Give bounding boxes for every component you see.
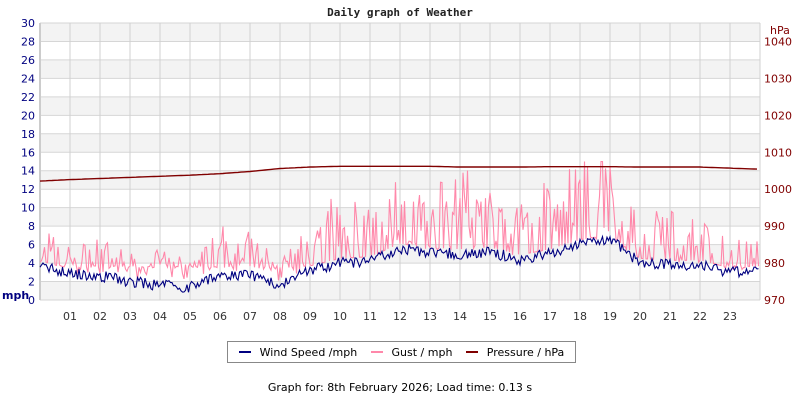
svg-text:1040: 1040 [764, 35, 792, 48]
svg-text:18: 18 [21, 128, 35, 141]
chart-plot: 0246810121416182022242628309709809901000… [2, 17, 792, 323]
svg-text:1030: 1030 [764, 72, 792, 85]
svg-text:16: 16 [21, 146, 35, 159]
svg-text:mph: mph [2, 289, 29, 302]
graph-footer: Graph for: 8th February 2026; Load time:… [267, 381, 533, 394]
svg-text:970: 970 [764, 294, 785, 307]
gust-swatch-icon [370, 351, 383, 353]
svg-text:18: 18 [573, 310, 587, 323]
svg-text:6: 6 [28, 239, 35, 252]
svg-text:990: 990 [764, 220, 785, 233]
svg-text:17: 17 [543, 310, 557, 323]
svg-text:10: 10 [21, 202, 35, 215]
pressure-swatch-icon [465, 351, 478, 353]
legend-label: Wind Speed /mph [259, 345, 358, 359]
pressure-series [39, 165, 758, 182]
svg-text:04: 04 [153, 310, 167, 323]
svg-text:22: 22 [21, 91, 35, 104]
svg-text:26: 26 [21, 54, 35, 67]
svg-text:0: 0 [28, 294, 35, 307]
svg-text:07: 07 [243, 310, 257, 323]
chart-title: Daily graph of Weather [327, 6, 473, 19]
legend-item-wind-speed: Wind Speed /mph [238, 345, 358, 359]
svg-text:03: 03 [123, 310, 137, 323]
svg-text:14: 14 [21, 165, 35, 178]
svg-text:hPa: hPa [770, 24, 790, 37]
svg-text:28: 28 [21, 35, 35, 48]
chart-legend: Wind Speed /mph Gust / mph Pressure / hP… [227, 341, 576, 363]
svg-text:11: 11 [363, 310, 377, 323]
svg-text:15: 15 [483, 310, 497, 323]
svg-text:1010: 1010 [764, 146, 792, 159]
svg-text:4: 4 [28, 257, 35, 270]
wind-speed-swatch-icon [238, 351, 251, 353]
svg-text:12: 12 [21, 183, 35, 196]
svg-text:13: 13 [423, 310, 437, 323]
legend-label: Gust / mph [391, 345, 453, 359]
svg-text:980: 980 [764, 257, 785, 270]
svg-text:08: 08 [273, 310, 287, 323]
svg-text:02: 02 [93, 310, 107, 323]
svg-text:09: 09 [303, 310, 317, 323]
svg-text:8: 8 [28, 220, 35, 233]
svg-text:06: 06 [213, 310, 227, 323]
svg-text:05: 05 [183, 310, 197, 323]
gust-series [39, 160, 760, 281]
svg-text:2: 2 [28, 276, 35, 289]
svg-text:20: 20 [21, 109, 35, 122]
svg-text:14: 14 [453, 310, 467, 323]
svg-text:19: 19 [603, 310, 617, 323]
svg-text:01: 01 [63, 310, 77, 323]
svg-text:30: 30 [21, 17, 35, 30]
svg-text:21: 21 [663, 310, 677, 323]
wind-speed-series [39, 234, 759, 293]
svg-text:10: 10 [333, 310, 347, 323]
svg-text:24: 24 [21, 72, 35, 85]
svg-text:1000: 1000 [764, 183, 792, 196]
svg-text:16: 16 [513, 310, 527, 323]
legend-item-gust: Gust / mph [370, 345, 453, 359]
legend-label: Pressure / hPa [486, 345, 565, 359]
svg-text:22: 22 [693, 310, 707, 323]
svg-text:12: 12 [393, 310, 407, 323]
legend-item-pressure: Pressure / hPa [465, 345, 565, 359]
svg-text:20: 20 [633, 310, 647, 323]
svg-text:23: 23 [723, 310, 737, 323]
svg-text:1020: 1020 [764, 109, 792, 122]
